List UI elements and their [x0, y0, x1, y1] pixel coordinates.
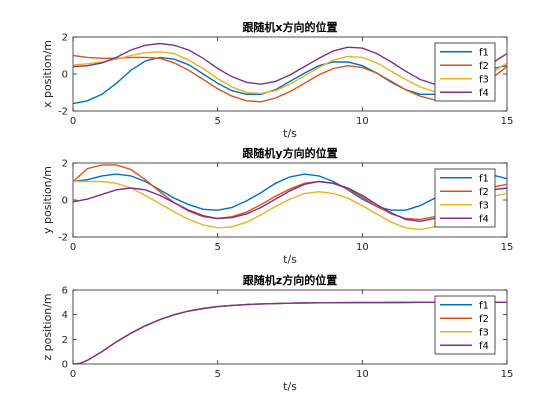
legend-label: f4 — [479, 341, 489, 352]
x-axis-label: t/s — [283, 380, 297, 393]
legend-label: f1 — [479, 300, 489, 311]
legend-box — [434, 168, 496, 228]
chart-title: 跟随机x方向的位置 — [242, 20, 337, 34]
y-axis-label: z position/m — [41, 293, 54, 360]
y-tick-label: -2 — [58, 107, 68, 118]
x-tick-label: 10 — [356, 116, 369, 127]
y-tick-label: 2 — [62, 335, 68, 346]
legend: f1 f2 f3 f4 — [434, 295, 496, 355]
x-tick-label: 15 — [501, 116, 514, 127]
y-tick-label: 2 — [62, 33, 68, 44]
legend: f1 f2 f3 f4 — [434, 168, 496, 228]
y-tick-label: 4 — [62, 310, 68, 321]
y-tick-label: 2 — [62, 159, 68, 170]
legend-label: f2 — [479, 314, 489, 325]
legend-label: f1 — [479, 47, 489, 58]
legend-label: f3 — [479, 74, 489, 85]
x-tick-label: 5 — [214, 369, 220, 380]
legend-label: f3 — [479, 327, 489, 338]
x-tick-label: 10 — [356, 242, 369, 253]
subplot-3: 0 5 10 15 0 2 4 6 跟随机z方向的位置 t/s z position/m f1 f2 f3… — [41, 273, 513, 393]
legend-label: f2 — [479, 61, 489, 72]
y-tick-label: 6 — [62, 286, 68, 297]
legend-label: f3 — [479, 200, 489, 211]
y-axis-label: y position/m — [41, 166, 54, 234]
y-tick-label: 0 — [62, 70, 68, 81]
legend-label: f1 — [479, 173, 489, 184]
legend-label: f2 — [479, 187, 489, 198]
legend: f1 f2 f3 f4 — [434, 42, 496, 102]
x-tick-label: 10 — [356, 369, 369, 380]
x-tick-label: 15 — [501, 369, 514, 380]
x-tick-label: 0 — [70, 369, 76, 380]
x-axis-label: t/s — [283, 127, 297, 140]
legend-box — [434, 42, 496, 102]
x-tick-label: 5 — [214, 116, 220, 127]
series-line-f4 — [73, 301, 507, 364]
x-axis-label: t/s — [283, 253, 297, 266]
y-tick-label: 0 — [62, 360, 68, 371]
x-tick-label: 0 — [70, 116, 76, 127]
y-tick-label: -2 — [58, 233, 68, 244]
y-axis-label: x position/m — [41, 40, 54, 108]
x-tick-label: 5 — [214, 242, 220, 253]
legend-box — [434, 295, 496, 355]
chart-title: 跟随机z方向的位置 — [243, 273, 337, 287]
chart-title: 跟随机y方向的位置 — [242, 146, 337, 160]
legend-label: f4 — [479, 214, 489, 225]
legend-label: f4 — [479, 88, 489, 99]
y-tick-label: 0 — [62, 196, 68, 207]
x-tick-label: 0 — [70, 242, 76, 253]
x-tick-label: 15 — [501, 242, 514, 253]
